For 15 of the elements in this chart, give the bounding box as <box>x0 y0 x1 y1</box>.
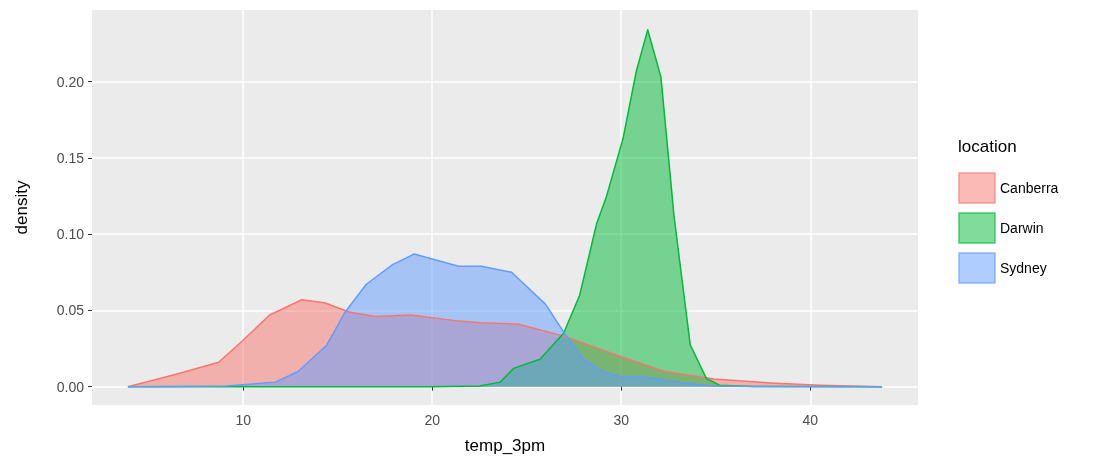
x-tick-label: 40 <box>802 412 819 428</box>
y-axis-title: density <box>12 180 31 235</box>
x-tick-label: 10 <box>235 412 252 428</box>
y-tick-label: 0.20 <box>56 73 85 90</box>
x-axis-title: temp_3pm <box>464 436 546 455</box>
y-tick-label: 0.10 <box>56 226 85 243</box>
x-tick-label: 30 <box>613 412 630 428</box>
y-tick-label: 0.15 <box>56 149 85 166</box>
y-tick-label: 0.05 <box>56 302 85 319</box>
legend-label: Darwin <box>1000 220 1044 236</box>
x-tick-label: 20 <box>424 412 441 428</box>
legend-label: Sydney <box>1000 260 1047 276</box>
legend-title: location <box>958 137 1017 156</box>
legend-label: Canberra <box>1000 180 1059 196</box>
y-tick-label: 0.00 <box>56 378 85 395</box>
